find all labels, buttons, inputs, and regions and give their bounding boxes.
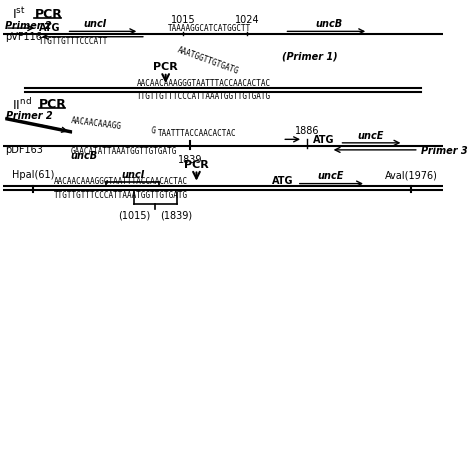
Text: 1015: 1015 <box>171 15 196 25</box>
Text: Primer 3: Primer 3 <box>421 146 467 155</box>
Text: AvaI(1976): AvaI(1976) <box>385 170 438 180</box>
Text: TAATTTACCAACACTAC: TAATTTACCAACACTAC <box>158 128 237 137</box>
Text: uncI: uncI <box>121 170 144 180</box>
Text: 1839: 1839 <box>178 155 202 164</box>
Text: Primer 2: Primer 2 <box>5 21 52 31</box>
Text: (1015): (1015) <box>118 210 150 220</box>
Text: ATG: ATG <box>272 176 294 186</box>
Text: AACAACAAAGGGTAATTTACCAACACTAC: AACAACAAAGGGTAATTTACCAACACTAC <box>54 177 188 186</box>
Text: PCR: PCR <box>35 8 63 21</box>
Text: PCR: PCR <box>39 98 67 111</box>
Text: 1886: 1886 <box>295 126 319 136</box>
Text: AACAACAAAGG: AACAACAAAGG <box>71 116 123 131</box>
Text: pDF163: pDF163 <box>5 145 43 155</box>
Text: AACAACAAAGGGTAATTTACCAACACTAC: AACAACAAAGGGTAATTTACCAACACTAC <box>137 79 271 88</box>
Text: G: G <box>150 126 156 136</box>
Text: (1839): (1839) <box>161 210 193 220</box>
Text: uncB: uncB <box>315 19 342 29</box>
Text: TAAAAGGCATCATGGCTT: TAAAAGGCATCATGGCTT <box>168 24 251 33</box>
Text: TTGTTGTTTCCCATTAAATGGTTGTGATG: TTGTTGTTTCCCATTAAATGGTTGTGATG <box>137 92 271 101</box>
Text: PCR: PCR <box>184 160 209 170</box>
Text: uncE: uncE <box>357 130 383 140</box>
Text: pVF116: pVF116 <box>5 32 42 43</box>
Text: TTGTTGTTTCCCATTAAATGGTTGTGATG: TTGTTGTTTCCCATTAAATGGTTGTGATG <box>54 191 188 200</box>
Text: uncI: uncI <box>83 19 107 29</box>
Text: uncE: uncE <box>318 171 344 181</box>
Text: Primer 2: Primer 2 <box>6 110 53 121</box>
Text: GAACATATTAAATGGTTGTGATG: GAACATATTAAATGGTTGTGATG <box>71 146 177 155</box>
Text: AAATGGTTGTGATG: AAATGGTTGTGATG <box>177 46 241 76</box>
Text: $\rm II^{nd}$: $\rm II^{nd}$ <box>11 97 31 113</box>
Text: HpaI(61): HpaI(61) <box>11 170 54 180</box>
Text: 1024: 1024 <box>235 15 259 25</box>
Text: PCR: PCR <box>153 62 178 72</box>
Text: $\rm I^{st}$: $\rm I^{st}$ <box>11 7 25 22</box>
Text: (Primer 1): (Primer 1) <box>283 51 338 61</box>
Text: ATG: ATG <box>39 23 60 33</box>
Text: uncB: uncB <box>71 151 98 161</box>
Text: ATG: ATG <box>313 135 335 145</box>
Text: TTGTTGTTTCCCATT: TTGTTGTTTCCCATT <box>39 37 108 46</box>
